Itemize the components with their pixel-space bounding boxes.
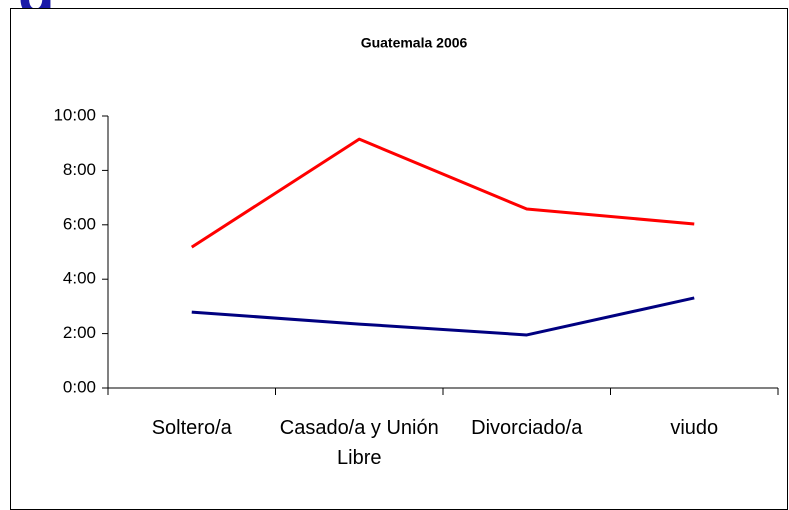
y-tick-label: 2:00 bbox=[63, 323, 96, 342]
chart-frame bbox=[10, 8, 788, 510]
y-tick-label: 0:00 bbox=[63, 377, 96, 396]
x-tick-label: Divorciado/a bbox=[471, 417, 583, 439]
chart-title: Guatemala 2006 bbox=[361, 35, 468, 51]
y-tick-label: 4:00 bbox=[63, 269, 96, 288]
x-tick-label: Casado/a y Unión Libre bbox=[279, 417, 439, 469]
x-tick-label: viudo bbox=[670, 417, 719, 439]
y-tick-label: 8:00 bbox=[63, 160, 96, 179]
y-tick-label: 10:00 bbox=[53, 105, 96, 124]
line-series bbox=[191, 296, 695, 337]
line-series bbox=[190, 137, 695, 249]
x-tick-label: Soltero/a bbox=[151, 417, 232, 439]
y-tick-label: 6:00 bbox=[63, 214, 96, 233]
